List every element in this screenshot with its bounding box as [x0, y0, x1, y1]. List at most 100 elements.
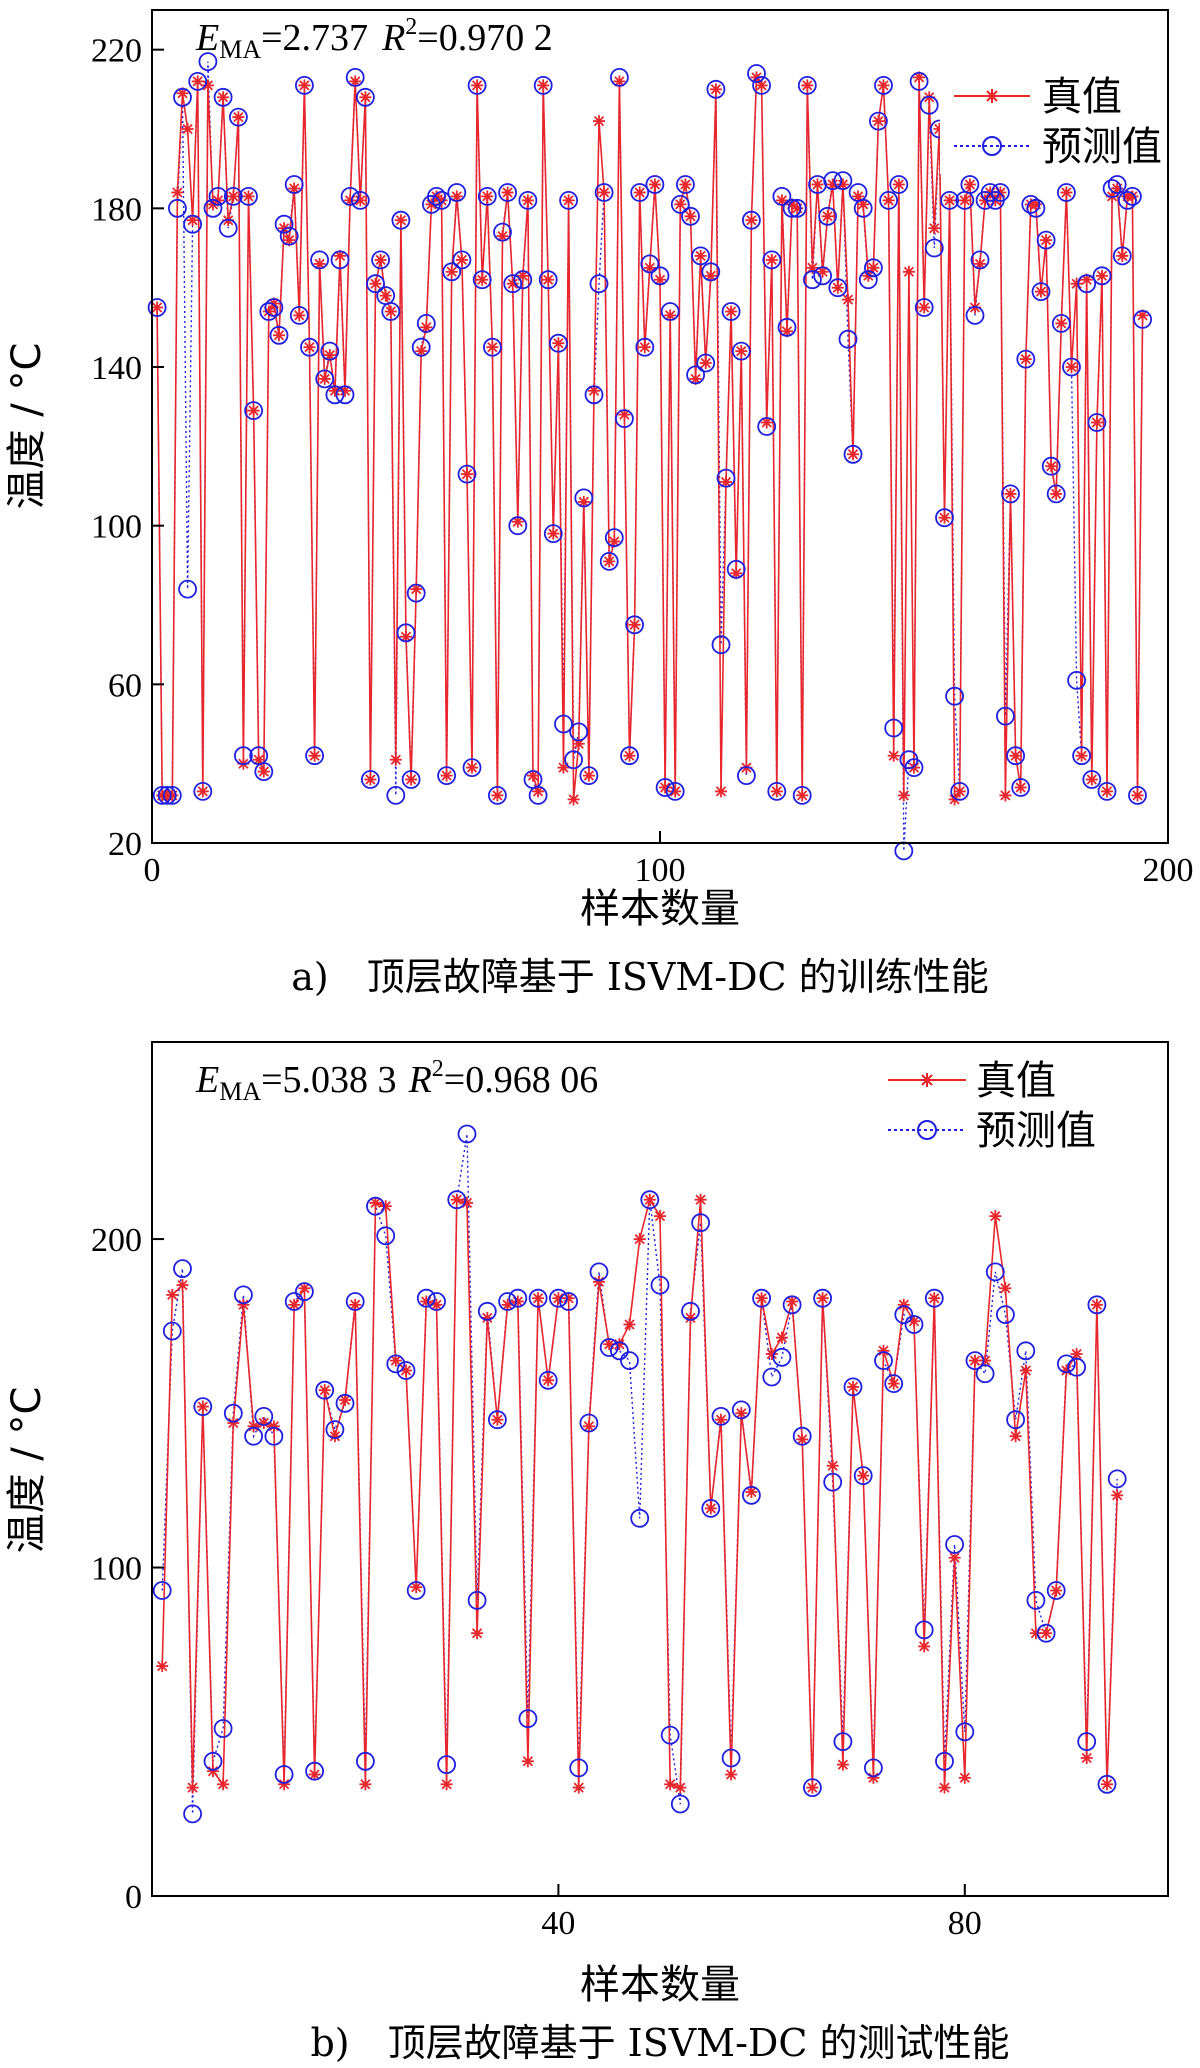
- panel-b-true-point: [227, 1417, 240, 1429]
- panel-a-pred-point: [391, 210, 411, 230]
- panel-b-xtick-label-1: 80: [948, 1905, 982, 1942]
- panel-a-true-point: [1075, 749, 1088, 762]
- panel-a-true-point: [349, 75, 362, 88]
- panel-a-true-point: [552, 337, 565, 350]
- panel-a-xtick-label-1: 100: [635, 852, 686, 889]
- panel-a-true-point: [760, 416, 773, 429]
- panel-b-true-point: [1070, 1348, 1083, 1360]
- panel-a-true-point: [648, 178, 661, 191]
- panel-a-pred-point: [147, 298, 167, 317]
- panel-a-pred-point: [660, 302, 680, 321]
- panel-a-pred-point: [970, 250, 990, 270]
- panel-a-pred-point: [244, 401, 264, 421]
- panel-b-true-point: [1050, 1584, 1063, 1597]
- panel-a-true-point: [1050, 487, 1063, 500]
- panel-a-pred-point: [1001, 484, 1020, 504]
- panel-a-true-point: [725, 305, 738, 318]
- panel-b-pred-point: [376, 1226, 396, 1246]
- panel-a-pred-point: [940, 190, 959, 210]
- panel-a-pred-point: [965, 305, 985, 325]
- panel-b-pred-point: [965, 1351, 985, 1370]
- panel-a-r2-sup: 2: [405, 14, 417, 40]
- panel-a-ema-symbol: E: [195, 17, 219, 59]
- panel-b-true-point: [542, 1374, 555, 1387]
- panel-b-pred-point: [782, 1295, 802, 1315]
- panel-a-true-point: [557, 761, 570, 774]
- panel-a-pred-point: [157, 786, 177, 805]
- panel-b-true-point: [562, 1292, 575, 1305]
- panel-a-legend: 真值 预测值: [940, 64, 1166, 174]
- panel-a-pred-point: [706, 79, 726, 99]
- panel-b-true-point: [1009, 1430, 1022, 1443]
- panel-b-true-point: [633, 1233, 646, 1246]
- panel-a-ema-metric: EMA=2.737 R2=0.970 2: [195, 14, 553, 64]
- panel-b-pred-point: [1057, 1354, 1076, 1374]
- panel-a-pred-point: [320, 341, 340, 361]
- panel-a-pred-point: [742, 210, 761, 230]
- panel-a-true-point: [928, 222, 941, 235]
- panel-a-pred-point: [472, 270, 492, 290]
- panel-b-true-point: [816, 1292, 829, 1305]
- panel-b-pred-point: [315, 1380, 335, 1400]
- panel-a-pred-point: [782, 198, 802, 218]
- panel-a-ytick-label-1: 60: [108, 667, 142, 704]
- panel-b-true-point: [481, 1311, 494, 1324]
- panel-a-pred-point: [162, 786, 182, 805]
- panel-a-pred-point: [340, 186, 360, 206]
- panel-a-pred-point: [889, 175, 909, 194]
- panel-a-pred-point: [533, 76, 553, 95]
- panel-a-pred-point: [1031, 282, 1051, 302]
- panel-b-pred-point: [366, 1196, 385, 1216]
- panel-a-pred-point: [223, 186, 243, 206]
- panel-a-true-point: [659, 781, 672, 794]
- panel-b-pred-point: [589, 1262, 609, 1282]
- panel-b-pred-point: [1016, 1341, 1036, 1361]
- panel-a-pred-point: [1087, 413, 1107, 432]
- panel-a-true-point: [603, 555, 616, 568]
- panel-a-pred-point: [239, 186, 258, 206]
- panel-a-pred-point: [1057, 183, 1076, 202]
- panel-b-pred-point: [487, 1410, 507, 1430]
- panel-a-pred-point: [289, 305, 309, 325]
- panel-a-ticks: 20 60 100 140 180 220 0 100 200: [91, 33, 1194, 889]
- panel-a-true-point: [354, 194, 367, 207]
- panel-a-pred-point: [757, 417, 777, 436]
- panel-b-pred-point: [803, 1778, 822, 1797]
- panel-b-pred-point: [924, 1288, 944, 1308]
- panel-a-true-point: [481, 190, 494, 203]
- panel-a-true-point: [176, 87, 189, 100]
- panel-a-true-point: [664, 309, 677, 322]
- panel-a-true-point: [151, 301, 164, 314]
- panel-b-true-point: [532, 1292, 545, 1305]
- panel-a-pred-point: [427, 186, 446, 206]
- panel-b-ema-sub: MA: [219, 1077, 261, 1106]
- panel-a-pred-point: [1021, 194, 1041, 214]
- panel-a-pred-point: [401, 770, 421, 789]
- panel-a-pred-point: [752, 76, 771, 95]
- panel-a-pred-point: [284, 175, 304, 194]
- panel-a-pred-point: [1112, 246, 1132, 266]
- panel-b-pred-point: [233, 1285, 253, 1305]
- panel-a-true-point: [506, 277, 519, 290]
- panel-a-ytick-label-3: 140: [91, 350, 142, 387]
- panel-b-pred-point: [742, 1485, 761, 1505]
- panel-a-pred-point: [396, 623, 416, 643]
- panel-a-pred-point: [803, 270, 822, 290]
- panel-a-pred-point: [355, 87, 375, 107]
- panel-a-pred-point: [264, 298, 284, 317]
- panel-a-pred-point: [183, 214, 203, 234]
- panel-b-true-point: [491, 1413, 504, 1426]
- panel-b-true-point: [369, 1196, 382, 1209]
- panel-a-pred-point: [274, 214, 294, 234]
- panel-b-pred-point: [640, 1190, 660, 1210]
- panel-b-true-point: [308, 1768, 321, 1781]
- panel-a-pred-point: [1051, 313, 1071, 333]
- panel-b-true-point: [166, 1288, 179, 1301]
- panel-b-true-point: [715, 1413, 727, 1426]
- panel-a-true-point: [242, 190, 255, 203]
- panel-b-true-point: [948, 1551, 961, 1564]
- panel-a-true-point: [1085, 773, 1098, 786]
- panel-a-pred-point: [218, 218, 238, 238]
- panel-b-pred-point: [823, 1472, 843, 1492]
